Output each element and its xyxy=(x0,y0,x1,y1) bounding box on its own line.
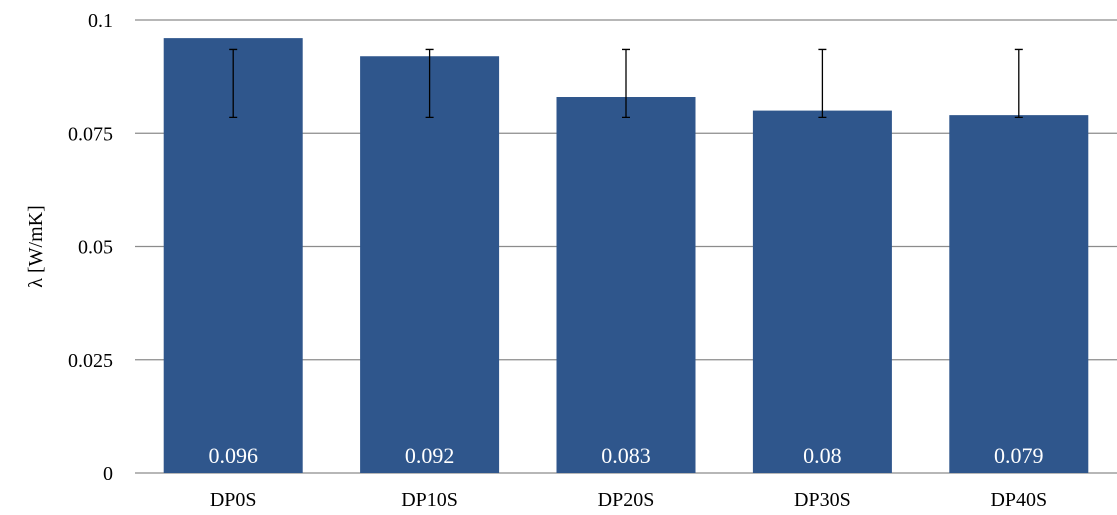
y-axis-title: λ [W/mK] xyxy=(25,205,47,287)
y-tick-label: 0.1 xyxy=(88,10,113,32)
error-bars xyxy=(229,48,1023,119)
bar xyxy=(360,56,500,474)
data-label: 0.092 xyxy=(405,443,455,468)
error-bar xyxy=(229,48,238,119)
error-bar xyxy=(425,48,434,119)
x-tick-label: DP40S xyxy=(990,489,1047,511)
bar xyxy=(752,110,892,473)
data-label: 0.08 xyxy=(803,443,842,468)
data-labels: 0.096 0.092 0.083 0.08 0.079 xyxy=(208,443,1043,468)
error-bar xyxy=(1014,48,1023,119)
x-tick-label: DP0S xyxy=(210,489,257,511)
y-tick-label: 0 xyxy=(103,463,113,485)
x-tick-labels: DP0S DP10S DP20S DP30S DP40S xyxy=(210,489,1047,511)
data-label: 0.079 xyxy=(994,443,1044,468)
bar xyxy=(949,115,1089,473)
error-bar xyxy=(818,48,827,119)
data-label: 0.096 xyxy=(208,443,258,468)
y-tick-labels: 0 0.025 0.05 0.075 0.1 xyxy=(68,10,113,485)
x-tick-label: DP20S xyxy=(598,489,655,511)
data-label: 0.083 xyxy=(601,443,651,468)
x-tick-label: DP30S xyxy=(794,489,851,511)
x-tick-label: DP10S xyxy=(401,489,458,511)
error-bar xyxy=(622,48,630,119)
y-tick-label: 0.025 xyxy=(68,350,113,372)
y-tick-label: 0.075 xyxy=(68,123,113,145)
y-tick-label: 0.05 xyxy=(78,237,113,259)
bar xyxy=(556,97,696,473)
bars xyxy=(163,38,1089,474)
